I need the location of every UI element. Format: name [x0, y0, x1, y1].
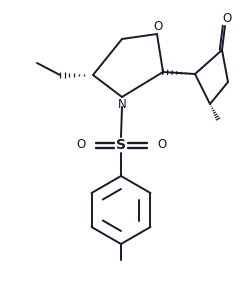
Text: O: O — [153, 20, 163, 34]
Text: N: N — [118, 99, 126, 111]
Text: O: O — [157, 138, 167, 151]
Text: O: O — [76, 138, 86, 151]
Text: O: O — [222, 12, 232, 24]
Text: S: S — [116, 138, 126, 152]
